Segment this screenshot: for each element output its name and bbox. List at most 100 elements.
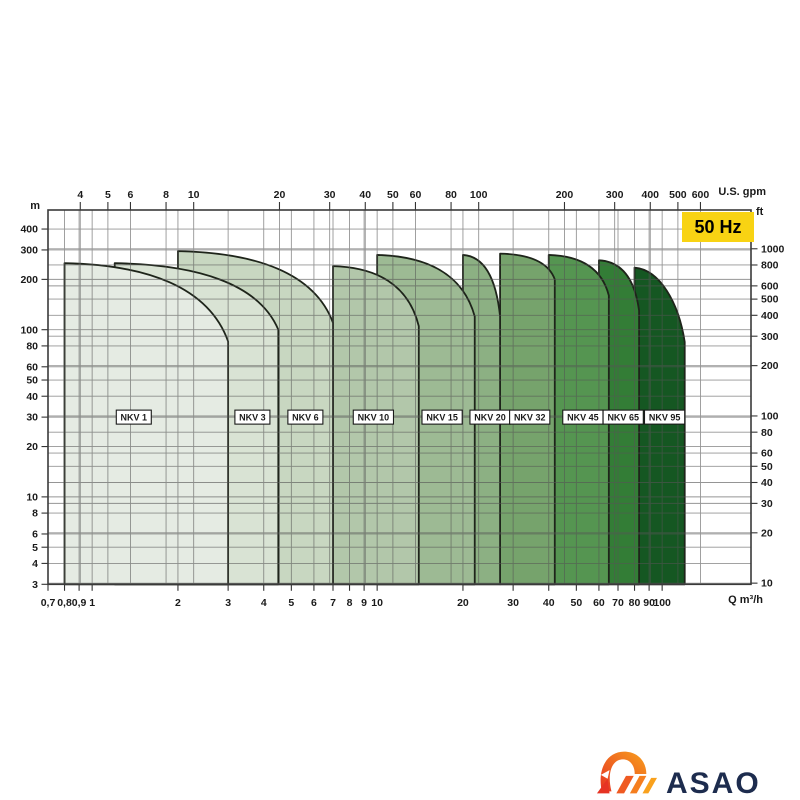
y-right-tick-label: 10: [761, 578, 773, 590]
x-bottom-tick-label: 8: [347, 597, 353, 609]
x-top-tick-label: 6: [128, 189, 134, 201]
frequency-badge: 50 Hz: [682, 212, 754, 242]
x-bottom-tick-label: 6: [311, 597, 317, 609]
y-right-tick-label: 20: [761, 527, 773, 539]
pump-region-nkv-10: [332, 265, 420, 586]
y-right-tick-label: 300: [761, 331, 779, 343]
y-right-tick-label: 200: [761, 360, 779, 372]
x-top-tick-label: 200: [556, 189, 574, 201]
x-top-tick-label: 8: [163, 189, 169, 201]
x-bottom-tick-label: 5: [288, 597, 294, 609]
y-right-tick-label: 60: [761, 448, 773, 460]
pump-region-nkv-95: [633, 266, 686, 586]
x-bottom-tick-label: 80: [629, 597, 641, 609]
y-left-tick-label: 8: [32, 508, 38, 520]
region-label-nkv-20: NKV 20: [474, 413, 506, 423]
region-label-box: [509, 409, 551, 425]
x-bottom-tick-label: 70: [612, 597, 624, 609]
y-left-tick-label: 3: [32, 579, 38, 591]
x-top-tick-label: 20: [274, 189, 286, 201]
bottom-axis-unit: Q m³/h: [728, 594, 763, 606]
x-top-tick-label: 400: [642, 189, 660, 201]
region-label-nkv-65: NKV 65: [607, 413, 639, 423]
region-label-box: [115, 409, 152, 425]
x-bottom-tick-label: 7: [330, 597, 336, 609]
y-right-tick-label: 600: [761, 280, 779, 292]
x-bottom-tick-label: 0,7: [41, 597, 56, 609]
y-left-tick-label: 50: [26, 375, 38, 387]
x-top-tick-label: 50: [387, 189, 399, 201]
right-axis-unit: ft: [756, 206, 764, 218]
y-right-tick-label: 40: [761, 477, 773, 489]
x-top-tick-label: 600: [692, 189, 710, 201]
region-label-nkv-45: NKV 45: [567, 413, 599, 423]
region-label-box: [287, 409, 324, 425]
y-left-tick-label: 20: [26, 441, 38, 453]
y-left-tick-label: 5: [32, 542, 38, 554]
y-left-tick-label: 200: [20, 274, 38, 286]
x-top-tick-label: 4: [77, 189, 83, 201]
x-top-tick-label: 500: [669, 189, 687, 201]
region-label-nkv-6: NKV 6: [292, 413, 319, 423]
x-bottom-tick-label: 10: [371, 597, 383, 609]
region-label-nkv-32: NKV 32: [514, 413, 546, 423]
region-label-nkv-95: NKV 95: [649, 413, 681, 423]
y-right-tick-label: 800: [761, 260, 779, 272]
x-bottom-tick-label: 60: [593, 597, 605, 609]
plot-frame: [47, 209, 752, 586]
x-bottom-tick-label: 0,8: [57, 597, 72, 609]
region-label-box: [643, 409, 686, 425]
x-bottom-tick-label: 90: [643, 597, 655, 609]
x-top-tick-label: 10: [188, 189, 200, 201]
y-right-tick-label: 50: [761, 461, 773, 473]
region-label-nkv-1: NKV 1: [121, 413, 148, 423]
x-top-tick-label: 100: [470, 189, 488, 201]
y-left-tick-label: 10: [26, 491, 38, 503]
brand-logo: ASAO: [595, 748, 761, 800]
x-bottom-tick-label: 100: [653, 597, 671, 609]
y-left-tick-label: 60: [26, 361, 38, 373]
region-label-box: [352, 409, 395, 425]
region-label-box: [234, 409, 271, 425]
x-bottom-tick-label: 9: [361, 597, 367, 609]
y-left-tick-label: 30: [26, 412, 38, 424]
y-left-tick-label: 4: [32, 558, 38, 570]
y-left-tick-label: 40: [26, 391, 38, 403]
x-bottom-tick-label: 30: [507, 597, 519, 609]
x-bottom-tick-label: 20: [457, 597, 469, 609]
x-top-tick-label: 60: [410, 189, 422, 201]
x-bottom-tick-label: 2: [175, 597, 181, 609]
x-bottom-tick-label: 0,9: [72, 597, 87, 609]
tick-marks: [41, 202, 758, 591]
y-right-tick-label: 1000: [761, 243, 785, 255]
top-axis-unit: U.S. gpm: [718, 186, 766, 198]
y-right-tick-label: 100: [761, 411, 779, 423]
y-left-tick-label: 6: [32, 529, 38, 541]
x-top-tick-label: 80: [445, 189, 457, 201]
y-left-tick-label: 80: [26, 341, 38, 353]
region-label-nkv-10: NKV 10: [358, 413, 390, 423]
x-top-tick-label: 300: [606, 189, 624, 201]
left-axis-unit: m: [30, 200, 40, 212]
y-left-tick-label: 100: [20, 324, 38, 336]
x-bottom-tick-label: 1: [89, 597, 95, 609]
logo-swoosh-icon: [595, 748, 657, 800]
y-right-tick-label: 500: [761, 294, 779, 306]
region-label-box: [421, 409, 463, 425]
region-labels: [115, 409, 686, 425]
y-right-tick-label: 30: [761, 498, 773, 510]
y-left-tick-label: 300: [20, 245, 38, 257]
x-bottom-tick-label: 40: [543, 597, 555, 609]
region-label-nkv-15: NKV 15: [426, 413, 458, 423]
y-right-tick-label: 80: [761, 427, 773, 439]
y-right-tick-label: 400: [761, 310, 779, 322]
x-top-tick-label: 5: [105, 189, 111, 201]
y-left-tick-label: 400: [20, 224, 38, 236]
region-label-nkv-3: NKV 3: [239, 413, 266, 423]
region-label-box: [602, 409, 644, 425]
x-top-tick-label: 40: [359, 189, 371, 201]
x-bottom-tick-label: 4: [261, 597, 267, 609]
x-bottom-tick-label: 50: [571, 597, 583, 609]
